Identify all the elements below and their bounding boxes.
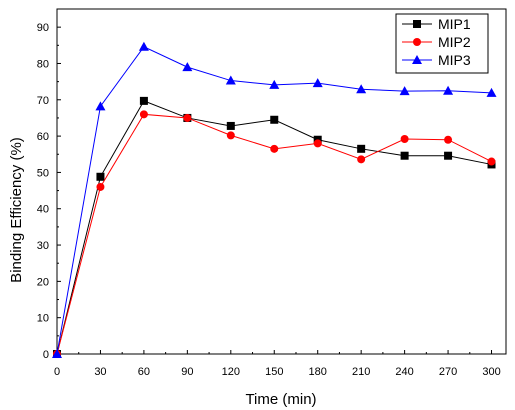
data-point-mip1 xyxy=(444,151,453,160)
x-tick-label: 0 xyxy=(54,366,60,378)
y-tick-label: 30 xyxy=(37,240,49,252)
data-point-mip1 xyxy=(400,151,409,160)
series-line-mip3 xyxy=(56,46,492,355)
data-point-mip3 xyxy=(225,75,236,85)
data-point-mip3 xyxy=(138,41,149,51)
legend-label-mip3: MIP3 xyxy=(438,52,471,68)
x-tick-label: 210 xyxy=(352,366,370,378)
data-point-mip1 xyxy=(96,172,105,181)
x-tick-label: 120 xyxy=(222,366,240,378)
x-tick-label: 30 xyxy=(94,366,106,378)
data-point-mip3 xyxy=(182,62,193,72)
data-point-mip1 xyxy=(226,121,235,130)
x-tick-label: 270 xyxy=(439,366,457,378)
y-tick-label: 50 xyxy=(37,167,49,179)
data-point-mip2 xyxy=(400,135,409,144)
x-tick-label: 150 xyxy=(265,366,283,378)
legend-marker-mip2 xyxy=(413,38,421,46)
y-tick-label: 40 xyxy=(37,204,49,216)
legend: MIP1 MIP2 MIP3 xyxy=(395,13,489,74)
data-point-mip2 xyxy=(357,155,366,164)
series-line-mip1 xyxy=(56,100,492,355)
data-point-mip2 xyxy=(270,144,279,153)
data-point-mip1 xyxy=(139,96,148,105)
data-point-mip3 xyxy=(269,79,280,89)
data-point-mip2 xyxy=(226,131,235,140)
data-point-mip3 xyxy=(312,78,323,88)
data-point-mip3 xyxy=(52,349,62,358)
y-tick-label: 10 xyxy=(37,313,49,325)
legend-label-mip1: MIP1 xyxy=(438,16,471,32)
data-point-mip2 xyxy=(96,182,105,191)
y-tick-label: 70 xyxy=(37,95,49,107)
x-tick-label: 240 xyxy=(395,366,413,378)
data-point-mip2 xyxy=(487,157,496,166)
data-point-mip1 xyxy=(357,144,366,153)
x-tick-label: 180 xyxy=(309,366,327,378)
series-layer xyxy=(52,41,497,358)
data-point-mip2 xyxy=(139,110,148,119)
y-tick-label: 0 xyxy=(43,349,49,361)
data-point-mip3 xyxy=(399,86,410,96)
y-axis-ticks: 0 10 20 30 40 50 60 70 80 90 xyxy=(37,8,61,361)
y-tick-label: 90 xyxy=(37,22,49,34)
y-tick-label: 20 xyxy=(37,276,49,288)
y-tick-label: 80 xyxy=(37,58,49,70)
plot-frame xyxy=(56,8,507,355)
data-point-mip3 xyxy=(356,84,367,94)
data-point-mip3 xyxy=(95,101,106,111)
data-point-mip3 xyxy=(443,85,454,95)
x-tick-label: 90 xyxy=(181,366,193,378)
data-point-mip3 xyxy=(486,87,497,97)
legend-marker-mip3 xyxy=(412,55,422,64)
y-tick-label: 60 xyxy=(37,131,49,143)
x-tick-label: 60 xyxy=(138,366,150,378)
legend-marker-mip1 xyxy=(413,20,421,28)
legend-label-mip2: MIP2 xyxy=(438,34,471,50)
data-point-mip1 xyxy=(270,115,279,124)
x-tick-label: 300 xyxy=(482,366,500,378)
x-axis-ticks: 0 30 60 90 120 150 180 210 240 270 300 xyxy=(54,350,501,378)
data-point-mip2 xyxy=(183,113,192,122)
x-axis-title: Time (min) xyxy=(245,391,316,408)
y-axis-title: Binding Efficiency (%) xyxy=(8,137,25,283)
data-point-mip2 xyxy=(313,139,322,148)
data-point-mip2 xyxy=(444,135,453,144)
